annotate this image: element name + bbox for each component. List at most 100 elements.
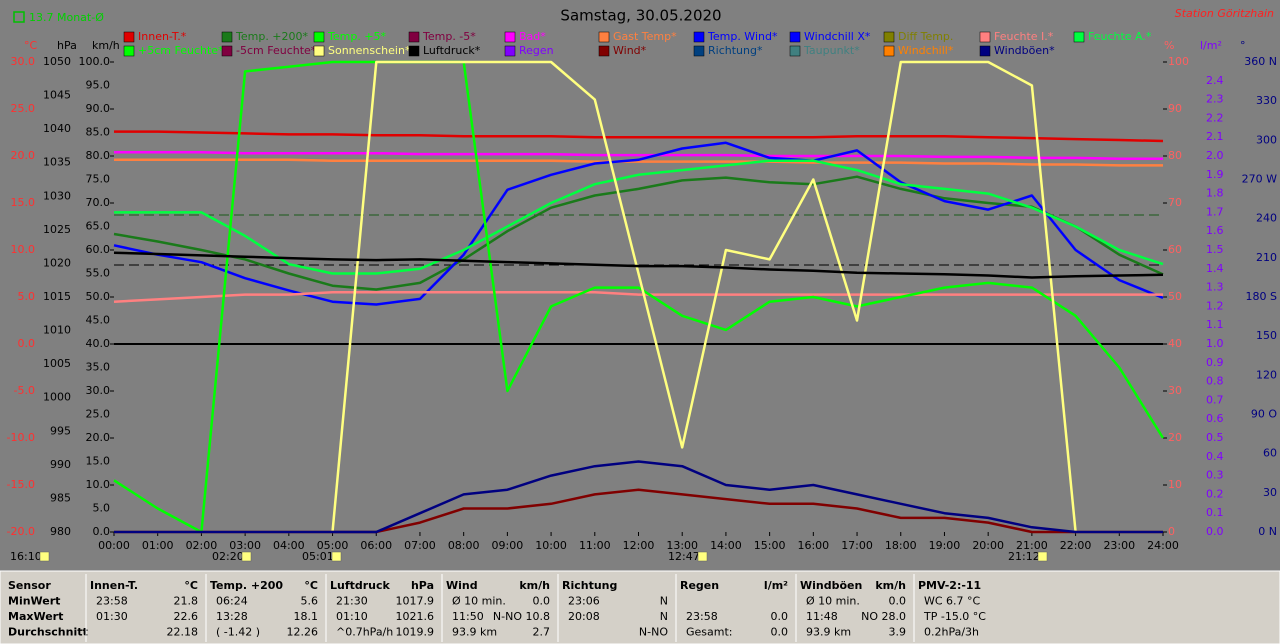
column-header: Temp. +200: [210, 579, 283, 592]
y-tick-label: -15.0: [7, 478, 35, 491]
column-unit: hPa: [411, 579, 434, 592]
y-tick-label: 40.0: [86, 337, 111, 350]
series-line: [113, 175, 1164, 291]
stat-value: 1019.9: [396, 626, 435, 639]
stat-value: 18.1: [294, 610, 319, 623]
y-tick-label: 90.0: [86, 102, 111, 115]
column-header: Wind: [446, 579, 478, 592]
stat-value: 21.8: [174, 595, 199, 608]
x-tick-label: 05:00: [317, 539, 349, 552]
y-tick-label: 150: [1256, 329, 1277, 342]
stat-value: 5.6: [301, 595, 319, 608]
column-unit: °C: [184, 579, 198, 592]
y-tick-label: 95.0: [86, 79, 111, 92]
stat-label: 11:50: [452, 610, 484, 623]
y-tick-label: 85.0: [86, 126, 111, 139]
axis-unit: hPa: [57, 39, 77, 52]
stat-value: 2.7: [533, 626, 551, 639]
y-tick-label: 2.3: [1206, 93, 1224, 106]
legend-swatch: [313, 31, 325, 43]
y-tick-label: 5.0: [18, 290, 36, 303]
y-tick-label: 1005: [43, 357, 71, 370]
legend-swatch: [883, 45, 895, 57]
marker-icon: [331, 551, 342, 562]
legend-swatch: [693, 45, 705, 57]
legend-label: Feuchte I.*: [994, 30, 1054, 43]
y-tick-label: 1030: [43, 189, 71, 202]
y-tick-label: 0 N: [1258, 525, 1277, 538]
legend-swatch: [789, 45, 801, 57]
y-tick-label: 1.8: [1206, 187, 1224, 200]
time-marker: 16:10: [10, 550, 42, 563]
y-tick-label: 1045: [43, 89, 71, 102]
legend-swatch: [598, 31, 610, 43]
stat-label: 06:24: [216, 595, 248, 608]
chart-title: Samstag, 30.05.2020: [560, 7, 721, 25]
y-tick-label: 210: [1256, 251, 1277, 264]
legend-swatch: [693, 31, 705, 43]
y-tick-label: 0.3: [1206, 469, 1224, 482]
chart-background: [0, 0, 1280, 571]
x-tick-label: 23:00: [1103, 539, 1135, 552]
marker-icon: [697, 551, 708, 562]
legend-label: Taupunkt*: [803, 44, 860, 57]
column-unit: km/h: [519, 579, 550, 592]
y-tick-label: 25.0: [11, 102, 36, 115]
axis-unit: °: [1240, 39, 1246, 52]
y-tick-label: 1.2: [1206, 299, 1224, 312]
y-tick-label: 25.0: [86, 408, 111, 421]
y-tick-label: 1050: [43, 55, 71, 68]
y-tick-label: 90 O: [1251, 408, 1277, 421]
y-tick-label: 995: [50, 424, 71, 437]
y-tick-label: 0.2: [1206, 487, 1224, 500]
stat-label: 20:08: [568, 610, 600, 623]
legend-swatch: [313, 45, 325, 57]
y-tick-label: 990: [50, 458, 71, 471]
row-label: Durchschnitt: [8, 626, 88, 639]
stat-label: 93.9 km: [452, 626, 497, 639]
legend-label: Windchill*: [898, 44, 954, 57]
stat-value: 1017.9: [396, 595, 435, 608]
axis-unit: %: [1164, 39, 1174, 52]
x-tick-label: 18:00: [885, 539, 917, 552]
y-tick-label: 20.0: [86, 431, 111, 444]
stat-value: 22.6: [174, 610, 199, 623]
legend-label: Temp. -5*: [422, 30, 476, 43]
legend-swatch: [123, 45, 135, 57]
x-tick-label: 17:00: [841, 539, 873, 552]
stat-value: 0.0: [771, 626, 789, 639]
stats-panel: [0, 570, 1280, 644]
series-line: [114, 159, 1164, 275]
stat-label: 93.9 km: [806, 626, 851, 639]
x-tick-label: 19:00: [929, 539, 961, 552]
series-line: [113, 60, 1165, 534]
axis-unit: km/h: [92, 39, 120, 52]
y-tick-label: 330: [1256, 94, 1277, 107]
y-tick-label: 90: [1168, 102, 1182, 115]
time-marker: 12:47: [668, 550, 700, 563]
y-tick-label: 1.3: [1206, 281, 1224, 294]
x-tick-label: 21:00: [1016, 539, 1048, 552]
stat-value: 1021.6: [396, 610, 435, 623]
y-tick-label: 1.9: [1206, 168, 1224, 181]
legend-label: Temp. +5*: [327, 30, 387, 43]
x-tick-label: 00:00: [98, 539, 130, 552]
stat-label: Ø 10 min.: [806, 595, 860, 608]
legend-label: Richtung*: [708, 44, 763, 57]
series-line: [114, 158, 1163, 167]
x-tick-label: 08:00: [448, 539, 480, 552]
legend-swatch: [598, 45, 610, 57]
x-tick-label: 11:00: [579, 539, 611, 552]
y-tick-label: 30: [1263, 486, 1277, 499]
stat-value: 3.9: [889, 626, 907, 639]
marker-icon: [1037, 551, 1048, 562]
y-tick-label: 1.5: [1206, 243, 1224, 256]
y-tick-label: -10.0: [7, 431, 35, 444]
legend-label: Bad*: [519, 30, 546, 43]
y-tick-label: 985: [50, 491, 71, 504]
x-tick-label: 10:00: [535, 539, 567, 552]
legend-label: Luftdruck*: [423, 44, 481, 57]
legend-swatch: [221, 31, 233, 43]
y-tick-label: 20.0: [11, 149, 36, 162]
